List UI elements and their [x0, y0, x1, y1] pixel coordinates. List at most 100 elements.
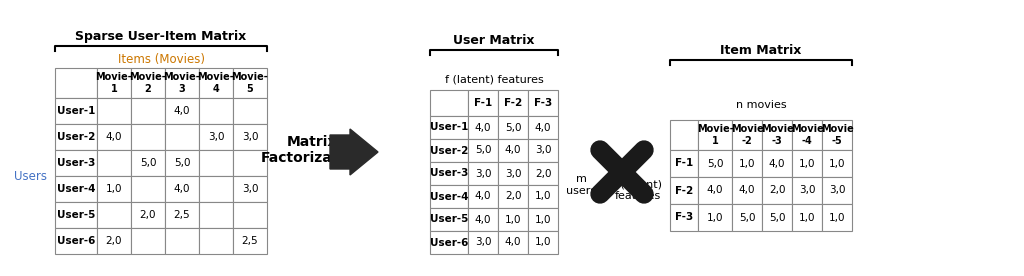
- Text: F-2: F-2: [504, 98, 522, 108]
- Bar: [233, 202, 267, 228]
- Bar: [199, 98, 233, 124]
- Bar: [792, 150, 822, 177]
- Text: User-1: User-1: [430, 123, 468, 132]
- Text: Movie-
1: Movie- 1: [696, 124, 733, 146]
- Bar: [55, 202, 97, 228]
- Bar: [233, 176, 267, 202]
- Bar: [97, 228, 131, 254]
- Text: 1,0: 1,0: [799, 158, 815, 169]
- Text: Movie-
3: Movie- 3: [164, 72, 201, 94]
- Bar: [498, 116, 528, 139]
- Bar: [468, 185, 498, 208]
- Text: 1,0: 1,0: [738, 158, 756, 169]
- Bar: [732, 150, 762, 177]
- Bar: [165, 176, 199, 202]
- Text: Movie
-3: Movie -3: [761, 124, 794, 146]
- Text: 2,0: 2,0: [105, 236, 122, 246]
- Text: f (latent) features: f (latent) features: [444, 75, 544, 85]
- Bar: [468, 208, 498, 231]
- Text: 5,0: 5,0: [475, 145, 492, 155]
- Bar: [498, 90, 528, 116]
- Bar: [498, 208, 528, 231]
- Text: 5,0: 5,0: [769, 213, 785, 222]
- Text: 1,0: 1,0: [535, 214, 551, 224]
- Text: User Matrix: User Matrix: [454, 34, 535, 47]
- Text: Movie-
1: Movie- 1: [95, 72, 132, 94]
- Bar: [430, 185, 468, 208]
- Bar: [792, 204, 822, 231]
- Bar: [762, 177, 792, 204]
- Text: F-3: F-3: [534, 98, 552, 108]
- Bar: [97, 98, 131, 124]
- Bar: [199, 150, 233, 176]
- Bar: [430, 116, 468, 139]
- Text: 2,5: 2,5: [242, 236, 258, 246]
- Text: 3,0: 3,0: [475, 169, 492, 179]
- Bar: [430, 208, 468, 231]
- Bar: [468, 90, 498, 116]
- Text: 1,0: 1,0: [535, 192, 551, 201]
- Text: 4,0: 4,0: [475, 192, 492, 201]
- Bar: [528, 90, 558, 116]
- Bar: [165, 124, 199, 150]
- Text: Sparse User-Item Matrix: Sparse User-Item Matrix: [76, 30, 247, 43]
- Bar: [97, 124, 131, 150]
- Text: User-3: User-3: [430, 169, 468, 179]
- Bar: [822, 204, 852, 231]
- Bar: [698, 150, 732, 177]
- Bar: [165, 150, 199, 176]
- Text: 4,0: 4,0: [505, 238, 521, 248]
- Text: 4,0: 4,0: [475, 214, 492, 224]
- Text: Item Matrix: Item Matrix: [720, 44, 802, 57]
- Bar: [55, 228, 97, 254]
- Bar: [762, 150, 792, 177]
- Text: 5,0: 5,0: [707, 158, 723, 169]
- Text: 4,0: 4,0: [535, 123, 551, 132]
- Bar: [97, 176, 131, 202]
- Bar: [670, 120, 698, 150]
- Bar: [528, 139, 558, 162]
- Text: Movie-
4: Movie- 4: [198, 72, 234, 94]
- Text: 3,0: 3,0: [535, 145, 551, 155]
- Bar: [732, 204, 762, 231]
- Bar: [698, 204, 732, 231]
- Bar: [233, 150, 267, 176]
- Bar: [233, 98, 267, 124]
- Text: User-2: User-2: [56, 132, 95, 142]
- Bar: [762, 204, 792, 231]
- Bar: [199, 124, 233, 150]
- Bar: [131, 150, 165, 176]
- Text: F-1: F-1: [474, 98, 493, 108]
- Text: User-5: User-5: [430, 214, 468, 224]
- Bar: [498, 185, 528, 208]
- Bar: [131, 124, 165, 150]
- Text: Items (Movies): Items (Movies): [118, 54, 205, 67]
- Bar: [430, 231, 468, 254]
- Text: 5,0: 5,0: [738, 213, 756, 222]
- Text: 4,0: 4,0: [105, 132, 122, 142]
- Bar: [131, 228, 165, 254]
- FancyArrow shape: [330, 129, 378, 175]
- Bar: [55, 124, 97, 150]
- Text: 4,0: 4,0: [505, 145, 521, 155]
- Text: 4,0: 4,0: [174, 184, 190, 194]
- Bar: [528, 116, 558, 139]
- Text: 1,0: 1,0: [505, 214, 521, 224]
- Text: 4,0: 4,0: [769, 158, 785, 169]
- Text: 5,0: 5,0: [505, 123, 521, 132]
- Bar: [233, 228, 267, 254]
- Text: 3,0: 3,0: [828, 185, 845, 195]
- Text: 5,0: 5,0: [139, 158, 157, 168]
- Text: 4,0: 4,0: [475, 123, 492, 132]
- Text: Movie
-4: Movie -4: [791, 124, 823, 146]
- Bar: [822, 120, 852, 150]
- Bar: [792, 120, 822, 150]
- Bar: [732, 177, 762, 204]
- Bar: [468, 116, 498, 139]
- Bar: [822, 177, 852, 204]
- Text: 3,0: 3,0: [475, 238, 492, 248]
- Text: 3,0: 3,0: [242, 184, 258, 194]
- Text: User-2: User-2: [430, 145, 468, 155]
- Text: Movie-
5: Movie- 5: [231, 72, 268, 94]
- Bar: [165, 228, 199, 254]
